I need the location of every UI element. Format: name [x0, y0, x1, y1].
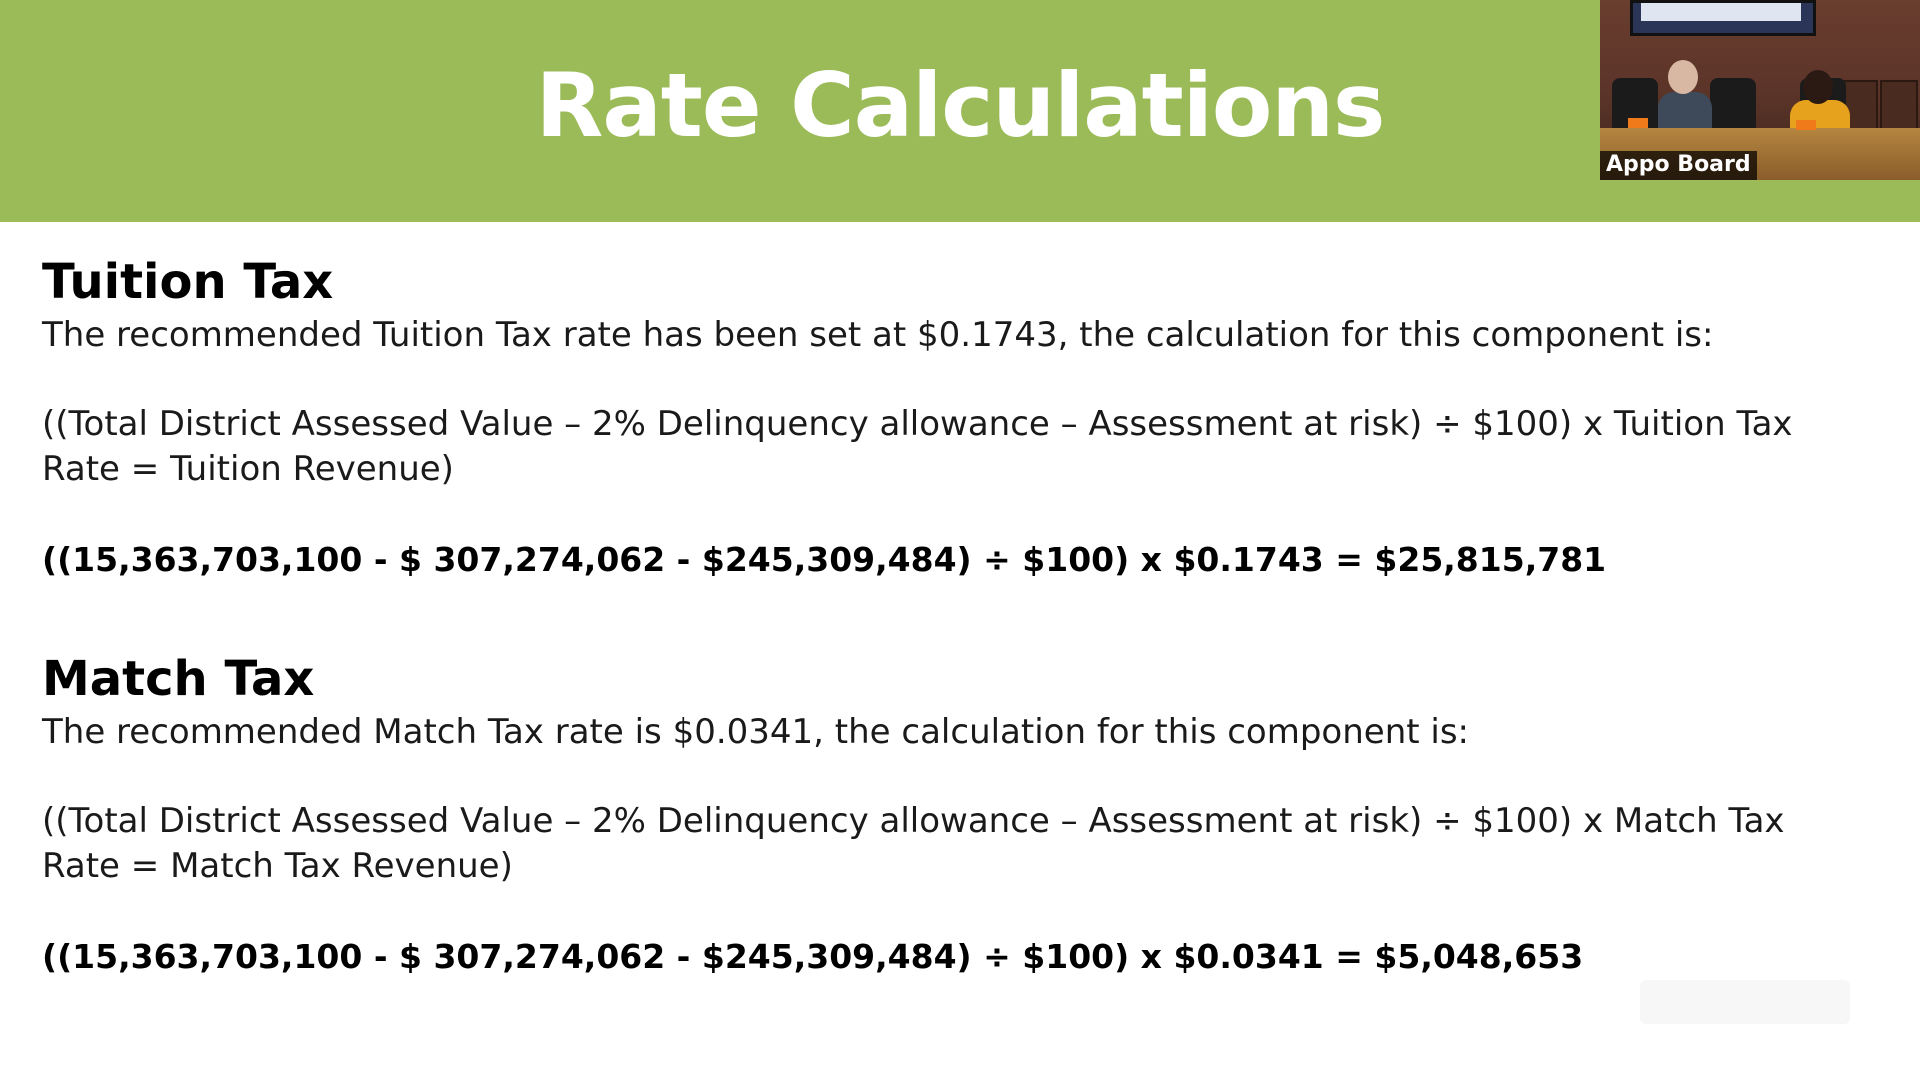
video-person-right-head: [1803, 70, 1833, 104]
video-wall-screen-display: [1641, 3, 1801, 21]
video-nameplate: [1796, 120, 1816, 130]
tuition-tax-heading: Tuition Tax: [42, 254, 334, 310]
match-tax-formula-line-1: ((Total District Assessed Value – 2% Del…: [42, 801, 1785, 841]
match-tax-calculation: ((15,363,703,100 - $ 307,274,062 - $245,…: [42, 937, 1584, 976]
match-tax-heading: Match Tax: [42, 651, 315, 707]
tuition-tax-calculation: ((15,363,703,100 - $ 307,274,062 - $245,…: [42, 540, 1607, 579]
match-tax-description: The recommended Match Tax rate is $0.034…: [42, 712, 1470, 752]
video-chair: [1710, 78, 1756, 134]
tuition-tax-formula-line-2: Rate = Tuition Revenue): [42, 449, 454, 489]
participant-video-thumbnail[interactable]: Appo Board: [1600, 0, 1920, 180]
video-participant-label: Appo Board: [1600, 151, 1757, 180]
tuition-tax-formula-line-1: ((Total District Assessed Value – 2% Del…: [42, 404, 1793, 444]
match-tax-formula-line-2: Rate = Match Tax Revenue): [42, 846, 513, 886]
video-person-left-head: [1668, 60, 1698, 94]
faint-watermark-overlay: [1640, 980, 1850, 1024]
tuition-tax-description: The recommended Tuition Tax rate has bee…: [42, 315, 1714, 355]
video-nameplate: [1628, 118, 1648, 128]
video-wall-screen: [1630, 0, 1816, 36]
slide-title: Rate Calculations: [535, 54, 1386, 157]
